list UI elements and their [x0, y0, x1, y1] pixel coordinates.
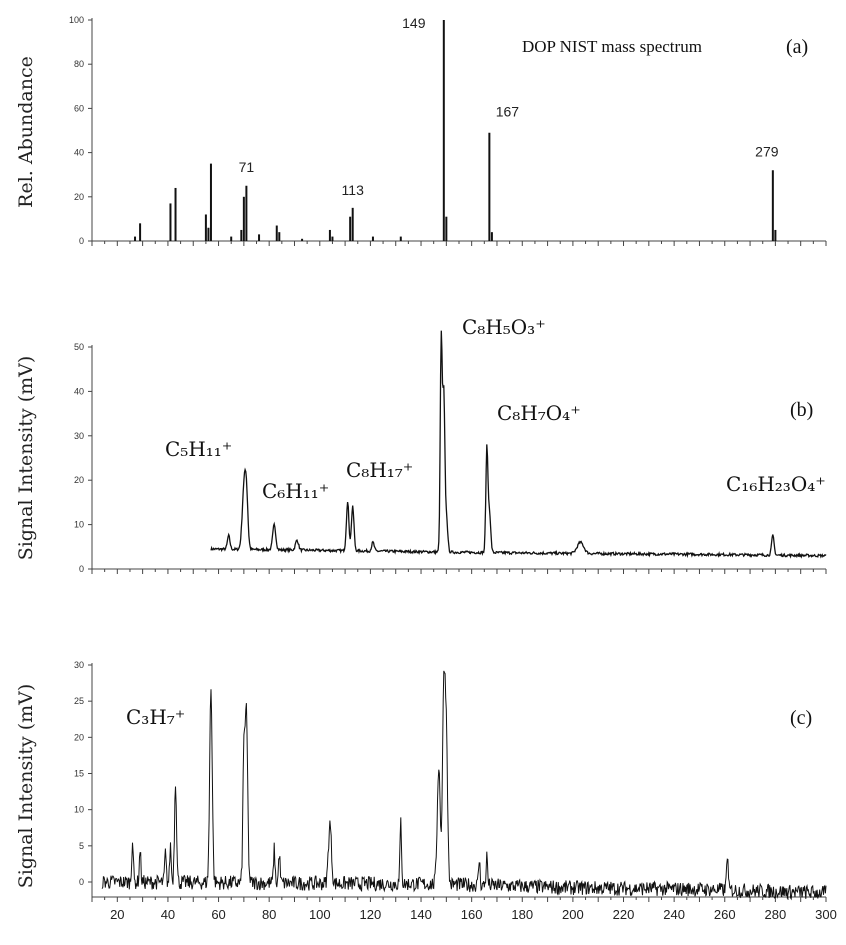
panel-c-trace — [101, 670, 827, 901]
y-tick-label: 25 — [74, 696, 84, 706]
panel-c: Signal Intensity (mV) (c) 0 5 10 15 20 25 30 20… — [15, 660, 837, 922]
x-tick-label: 100 — [309, 907, 331, 922]
ion-annotation: C₈H₁₇⁺ — [346, 458, 413, 482]
x-tick-label: 60 — [211, 907, 225, 922]
x-tick-label: 20 — [110, 907, 124, 922]
panel-b: Signal Intensity (mV) (b) 0 10 20 30 40 50 C₅… — [15, 315, 827, 574]
y-tick-label: 20 — [74, 475, 84, 485]
y-tick-label: 0 — [79, 877, 84, 887]
y-tick-label: 0 — [79, 564, 84, 574]
x-tick-label: 300 — [815, 907, 837, 922]
peak-annotation: 149 — [402, 15, 426, 31]
x-tick-label: 180 — [511, 907, 533, 922]
panel-b-trace — [210, 330, 827, 559]
panel-a-peaks — [134, 20, 777, 241]
panel-c-axes: 0 5 10 15 20 25 30 20 40 60 80 100 120 140 160 180 200 22… — [74, 660, 837, 922]
x-tick-label: 240 — [663, 907, 685, 922]
x-tick-label: 40 — [161, 907, 175, 922]
y-tick-label: 50 — [74, 342, 84, 352]
y-tick-label: 5 — [79, 841, 84, 851]
y-tick-label: 10 — [74, 805, 84, 815]
ion-annotation: C₃H₇⁺ — [126, 705, 185, 729]
panel-c-ylabel: Signal Intensity (mV) — [15, 684, 37, 889]
ion-annotation: C₈H₇O₄⁺ — [497, 401, 581, 425]
peak-annotation: 279 — [755, 143, 779, 159]
peak-annotation: 113 — [342, 182, 365, 198]
ion-annotation: C₆H₁₁⁺ — [262, 479, 329, 503]
y-tick-label: 10 — [74, 520, 84, 530]
peak-annotation: 71 — [239, 159, 255, 175]
y-tick-label: 0 — [79, 236, 84, 246]
x-tick-label: 200 — [562, 907, 584, 922]
ion-annotation: C₈H₅O₃⁺ — [462, 315, 546, 339]
x-tick-label: 140 — [410, 907, 432, 922]
panel-b-label: (b) — [790, 399, 813, 421]
panel-b-annotations: C₅H₁₁⁺ C₆H₁₁⁺ C₈H₁₇⁺ C₈H₅O₃⁺ C₈H₇O₄⁺ C₁₆H₂₃O₄… — [165, 315, 826, 503]
panel-b-ylabel: Signal Intensity (mV) — [15, 356, 37, 561]
x-tick-label: 260 — [714, 907, 736, 922]
y-tick-label: 20 — [74, 192, 84, 202]
y-tick-label: 20 — [74, 732, 84, 742]
panel-a-ylabel: Rel. Abundance — [15, 56, 37, 208]
y-tick-label: 15 — [74, 769, 84, 779]
y-tick-label: 100 — [69, 15, 84, 25]
panel-c-annotations: C₃H₇⁺ — [126, 705, 185, 729]
x-tick-label: 160 — [461, 907, 483, 922]
y-tick-label: 60 — [74, 103, 84, 113]
x-tick-label: 280 — [765, 907, 787, 922]
panel-a-title: DOP NIST mass spectrum — [522, 37, 702, 56]
x-tick-label: 120 — [360, 907, 382, 922]
panel-a: Rel. Abundance DOP NIST mass spectrum (a… — [15, 15, 827, 246]
y-tick-label: 40 — [74, 148, 84, 158]
signal-trace — [101, 670, 827, 901]
x-tick-label: 220 — [613, 907, 635, 922]
panel-c-label: (c) — [790, 707, 812, 729]
y-tick-label: 40 — [74, 386, 84, 396]
x-tick-label: 80 — [262, 907, 276, 922]
y-tick-label: 30 — [74, 660, 84, 670]
y-tick-label: 30 — [74, 431, 84, 441]
peak-annotation: 167 — [496, 104, 520, 120]
panel-a-label: (a) — [786, 36, 808, 58]
ion-annotation: C₅H₁₁⁺ — [165, 437, 232, 461]
panel-a-annotations: 71 113 149 167 279 — [239, 15, 779, 198]
signal-trace — [210, 330, 827, 559]
ion-annotation: C₁₆H₂₃O₄⁺ — [726, 472, 826, 496]
y-tick-label: 80 — [74, 59, 84, 69]
panel-a-axes: 0 20 40 60 80 100 — [69, 15, 827, 246]
panel-b-axes: 0 10 20 30 40 50 — [74, 342, 827, 574]
